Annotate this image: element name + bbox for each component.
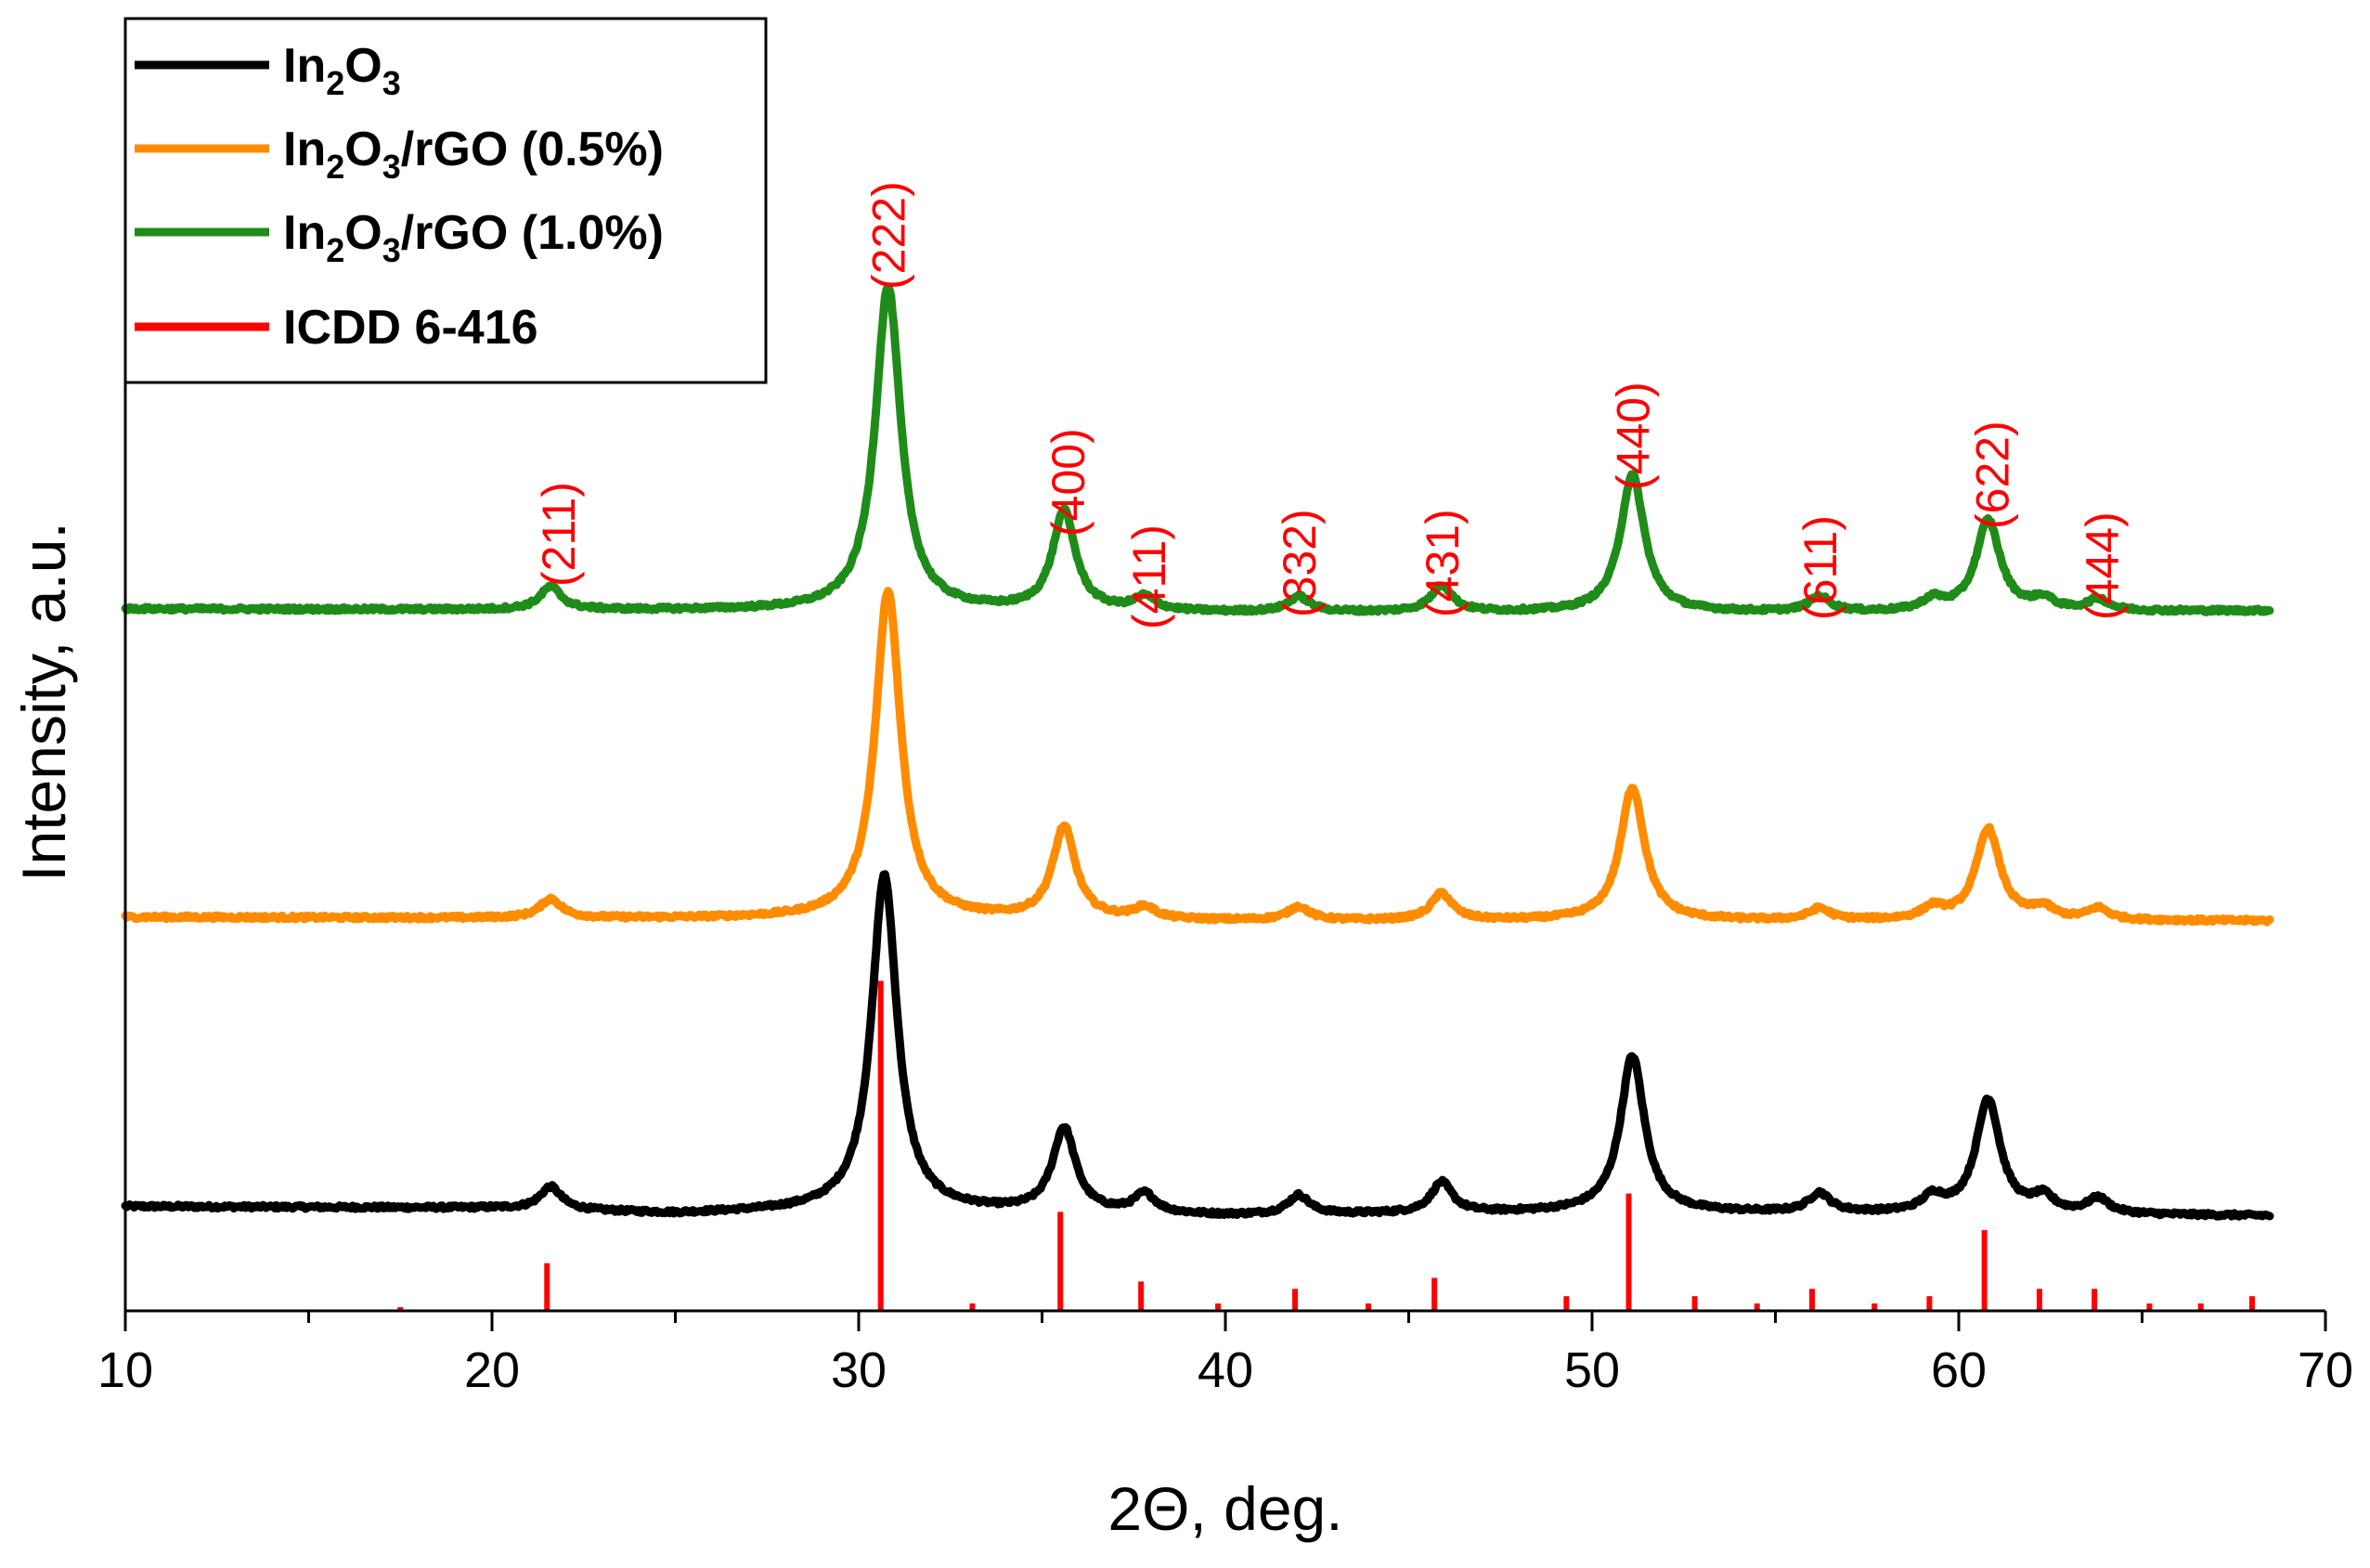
miller-index-labels: (211) (222) (400) (411) (332) (431) (440) (611)… xyxy=(533,181,2129,629)
hkl-label: (411) xyxy=(1123,525,1175,629)
legend: In2O3 In2O3/rGO (0.5%) In2O3/rGO (1.0%) ICD… xyxy=(123,17,768,384)
hkl-label: (431) xyxy=(1417,509,1469,617)
legend-label: In2O3/rGO (0.5%) xyxy=(283,123,664,186)
axis-labels: 2Θ, deg. Intensity, a.u. xyxy=(9,522,1343,1543)
hkl-label: (400) xyxy=(1043,428,1094,537)
y-axis-title: Intensity, a.u. xyxy=(9,522,78,882)
hkl-label: (332) xyxy=(1274,509,1326,617)
legend-box xyxy=(123,17,768,384)
x-tick-label: 20 xyxy=(464,1342,520,1398)
legend-label: In2O3/rGO (1.0%) xyxy=(283,206,664,269)
series-line-1 xyxy=(121,870,2274,1221)
x-tick-label: 10 xyxy=(97,1342,153,1398)
x-axis-title: 2Θ, deg. xyxy=(1107,1474,1342,1543)
x-tick-label: 30 xyxy=(831,1342,887,1398)
reference-sticks xyxy=(397,980,2255,1311)
x-tick-label: 70 xyxy=(2298,1342,2353,1398)
hkl-label: (222) xyxy=(863,181,915,290)
hkl-label: (440) xyxy=(1607,382,1659,490)
x-tick-label: 50 xyxy=(1564,1342,1620,1398)
hkl-label: (611) xyxy=(1794,515,1846,620)
hkl-label: (211) xyxy=(533,482,585,587)
series-line-2 xyxy=(121,587,2274,927)
plot-area xyxy=(121,283,2274,1311)
hkl-label: (444) xyxy=(2077,512,2129,620)
hkl-label: (622) xyxy=(1967,421,2019,529)
x-tick-label: 60 xyxy=(1931,1342,1987,1398)
legend-label: ICDD 6-416 xyxy=(283,301,538,355)
x-tick-label: 40 xyxy=(1198,1342,1253,1398)
series-line-3 xyxy=(121,283,2274,616)
legend-label: In2O3 xyxy=(283,39,401,102)
